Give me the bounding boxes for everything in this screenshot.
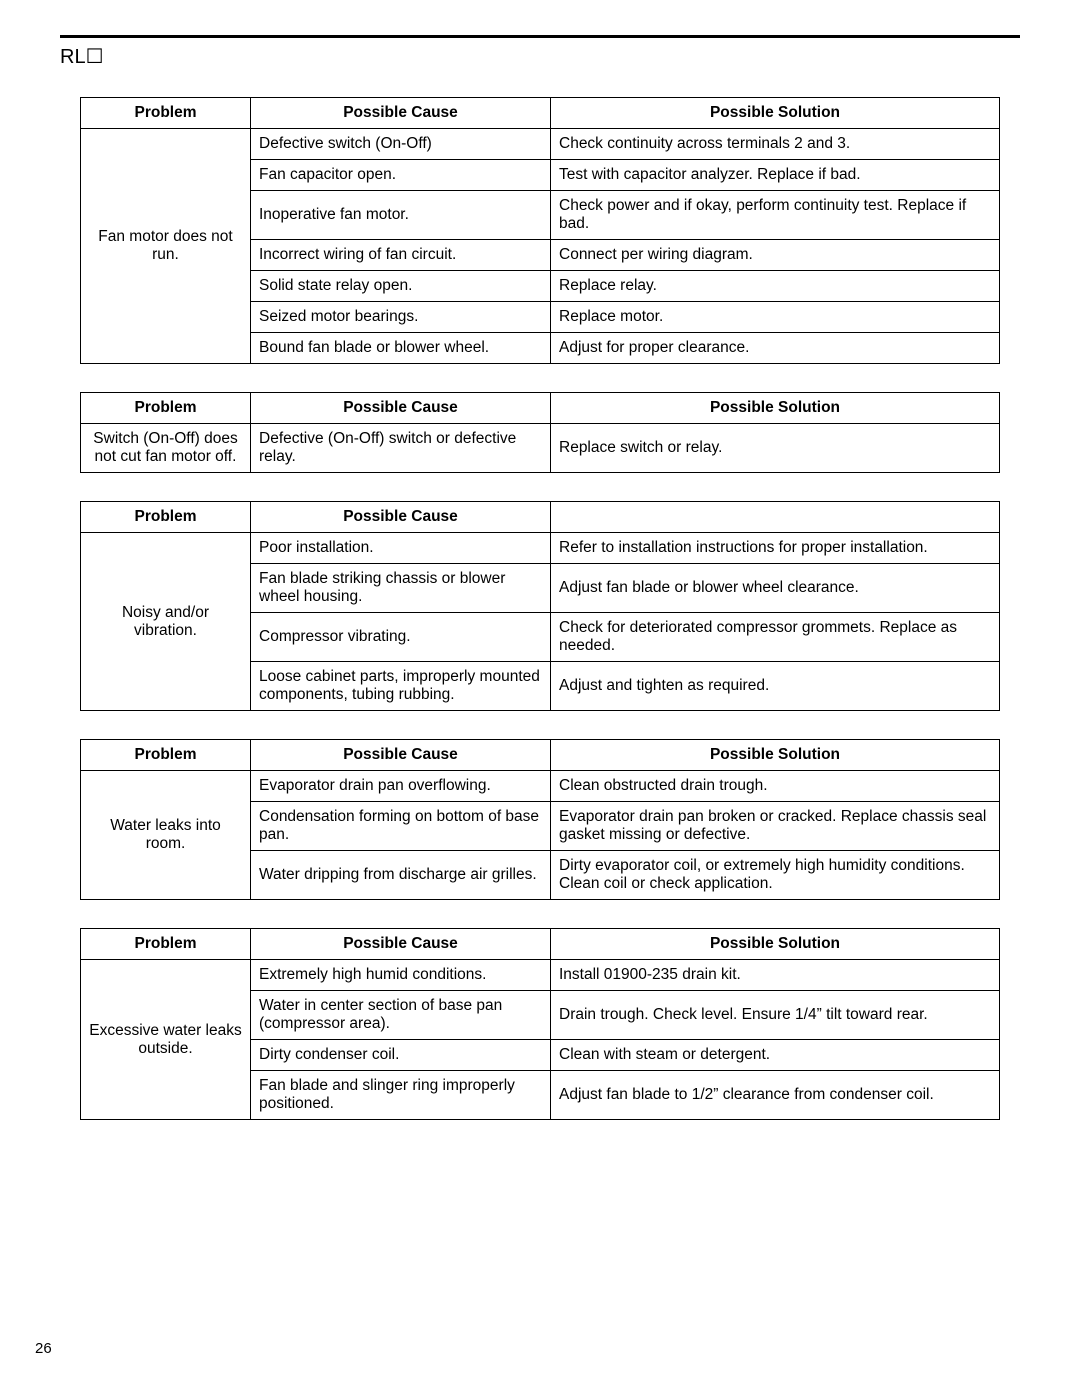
- cause-cell: Seized motor bearings.: [251, 302, 551, 333]
- solution-cell: Replace switch or relay.: [551, 424, 1000, 473]
- problem-cell: Switch (On-Off) does not cut fan motor o…: [81, 424, 251, 473]
- col-header-solution: Possible Solution: [551, 98, 1000, 129]
- table-row: Noisy and/or vibration.Poor installation…: [81, 533, 1000, 564]
- cause-cell: Condensation forming on bottom of base p…: [251, 802, 551, 851]
- col-header-problem: Problem: [81, 740, 251, 771]
- page: RL☐ ProblemPossible CausePossible Soluti…: [0, 0, 1080, 1397]
- table-header-row: ProblemPossible CausePossible Solution: [81, 740, 1000, 771]
- col-header-cause: Possible Cause: [251, 929, 551, 960]
- col-header-cause: Possible Cause: [251, 98, 551, 129]
- cause-cell: Evaporator drain pan overflowing.: [251, 771, 551, 802]
- troubleshoot-table: ProblemPossible CausePossible SolutionSw…: [80, 392, 1000, 473]
- solution-cell: Clean obstructed drain trough.: [551, 771, 1000, 802]
- col-header-cause: Possible Cause: [251, 740, 551, 771]
- solution-cell: Refer to installation instructions for p…: [551, 533, 1000, 564]
- cause-cell: Defective switch (On-Off): [251, 129, 551, 160]
- table-row: Water leaks into room.Evaporator drain p…: [81, 771, 1000, 802]
- cause-cell: Extremely high humid conditions.: [251, 960, 551, 991]
- cause-cell: Compressor vibrating.: [251, 613, 551, 662]
- cause-cell: Poor installation.: [251, 533, 551, 564]
- table-header-row: ProblemPossible CausePossible Solution: [81, 929, 1000, 960]
- solution-cell: Adjust fan blade or blower wheel clearan…: [551, 564, 1000, 613]
- cause-cell: Fan blade striking chassis or blower whe…: [251, 564, 551, 613]
- top-rule: [60, 35, 1020, 38]
- cause-cell: Inoperative fan motor.: [251, 191, 551, 240]
- cause-cell: Water in center section of base pan (com…: [251, 991, 551, 1040]
- col-header-solution: [551, 502, 1000, 533]
- tables-container: ProblemPossible CausePossible SolutionFa…: [60, 97, 1020, 1120]
- page-number: 26: [35, 1340, 52, 1357]
- solution-cell: Dirty evaporator coil, or extremely high…: [551, 851, 1000, 900]
- col-header-solution: Possible Solution: [551, 393, 1000, 424]
- troubleshoot-table: ProblemPossible CausePossible SolutionFa…: [80, 97, 1000, 364]
- table-header-row: ProblemPossible Cause: [81, 502, 1000, 533]
- solution-cell: Adjust for proper clearance.: [551, 333, 1000, 364]
- cause-cell: Dirty condenser coil.: [251, 1040, 551, 1071]
- solution-cell: Check power and if okay, perform continu…: [551, 191, 1000, 240]
- col-header-problem: Problem: [81, 393, 251, 424]
- solution-cell: Adjust fan blade to 1/2” clearance from …: [551, 1071, 1000, 1120]
- col-header-problem: Problem: [81, 98, 251, 129]
- table-row: Excessive water leaks outside.Extremely …: [81, 960, 1000, 991]
- solution-cell: Test with capacitor analyzer. Replace if…: [551, 160, 1000, 191]
- problem-cell: Fan motor does not run.: [81, 129, 251, 364]
- cause-cell: Loose cabinet parts, improperly mounted …: [251, 662, 551, 711]
- solution-cell: Connect per wiring diagram.: [551, 240, 1000, 271]
- col-header-cause: Possible Cause: [251, 393, 551, 424]
- cause-cell: Incorrect wiring of fan circuit.: [251, 240, 551, 271]
- solution-cell: Replace motor.: [551, 302, 1000, 333]
- troubleshoot-table: ProblemPossible CausePossible SolutionEx…: [80, 928, 1000, 1120]
- table-row: Fan motor does not run.Defective switch …: [81, 129, 1000, 160]
- problem-cell: Excessive water leaks outside.: [81, 960, 251, 1120]
- col-header-problem: Problem: [81, 929, 251, 960]
- cause-cell: Fan blade and slinger ring improperly po…: [251, 1071, 551, 1120]
- solution-cell: Check continuity across terminals 2 and …: [551, 129, 1000, 160]
- header-label: RL☐: [60, 44, 1020, 69]
- problem-cell: Noisy and/or vibration.: [81, 533, 251, 711]
- col-header-problem: Problem: [81, 502, 251, 533]
- solution-cell: Replace relay.: [551, 271, 1000, 302]
- solution-cell: Clean with steam or detergent.: [551, 1040, 1000, 1071]
- solution-cell: Install 01900-235 drain kit.: [551, 960, 1000, 991]
- problem-cell: Water leaks into room.: [81, 771, 251, 900]
- cause-cell: Defective (On-Off) switch or defective r…: [251, 424, 551, 473]
- solution-cell: Evaporator drain pan broken or cracked. …: [551, 802, 1000, 851]
- solution-cell: Drain trough. Check level. Ensure 1/4” t…: [551, 991, 1000, 1040]
- troubleshoot-table: ProblemPossible CauseNoisy and/or vibrat…: [80, 501, 1000, 711]
- col-header-cause: Possible Cause: [251, 502, 551, 533]
- cause-cell: Water dripping from discharge air grille…: [251, 851, 551, 900]
- cause-cell: Bound fan blade or blower wheel.: [251, 333, 551, 364]
- table-header-row: ProblemPossible CausePossible Solution: [81, 98, 1000, 129]
- cause-cell: Solid state relay open.: [251, 271, 551, 302]
- col-header-solution: Possible Solution: [551, 740, 1000, 771]
- table-header-row: ProblemPossible CausePossible Solution: [81, 393, 1000, 424]
- troubleshoot-table: ProblemPossible CausePossible SolutionWa…: [80, 739, 1000, 900]
- solution-cell: Check for deteriorated compressor gromme…: [551, 613, 1000, 662]
- cause-cell: Fan capacitor open.: [251, 160, 551, 191]
- solution-cell: Adjust and tighten as required.: [551, 662, 1000, 711]
- table-row: Switch (On-Off) does not cut fan motor o…: [81, 424, 1000, 473]
- col-header-solution: Possible Solution: [551, 929, 1000, 960]
